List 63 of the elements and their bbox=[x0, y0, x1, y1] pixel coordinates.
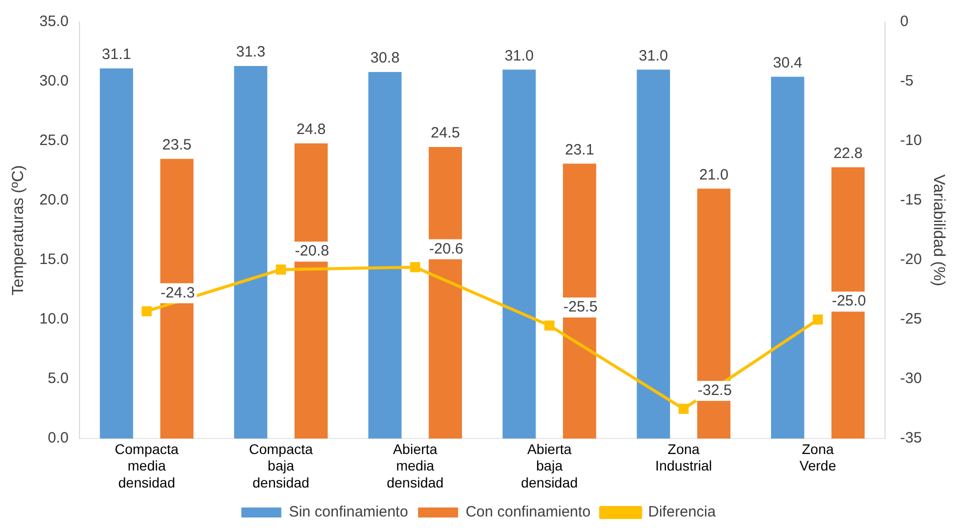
bar bbox=[368, 72, 402, 439]
data-label: 22.8 bbox=[833, 144, 863, 162]
data-label: 30.8 bbox=[370, 50, 400, 67]
y2-tick-label: -15 bbox=[896, 192, 922, 209]
bar bbox=[636, 70, 670, 439]
data-label: 23.1 bbox=[564, 141, 594, 158]
point bbox=[544, 320, 554, 331]
bar bbox=[771, 76, 804, 439]
y2-tick-label: -5 bbox=[896, 72, 914, 90]
x-tick-label: Compacta media densidad bbox=[114, 440, 179, 490]
data-label: 31.3 bbox=[236, 44, 266, 61]
point bbox=[678, 404, 689, 414]
y-tick-label: 35.0 bbox=[35, 13, 69, 30]
y2-tick-label: -35 bbox=[896, 430, 922, 447]
x-tick-label: Zona Verde bbox=[800, 440, 836, 474]
bar bbox=[562, 164, 596, 439]
x-tick-label: Abierta baja densidad bbox=[520, 440, 578, 490]
y-axis-title: Temperaturas (ºC) bbox=[10, 165, 28, 296]
point bbox=[142, 306, 152, 316]
legend-label: Sin confinamiento bbox=[288, 504, 408, 521]
legend-label: Con confinamiento bbox=[466, 504, 591, 521]
data-label: 31.1 bbox=[102, 46, 132, 64]
bar bbox=[428, 146, 462, 439]
y-tick-label: 20.0 bbox=[35, 192, 69, 209]
data-label: -32.5 bbox=[698, 382, 732, 399]
data-label: 30.4 bbox=[773, 54, 802, 72]
data-label: -20.6 bbox=[429, 240, 464, 258]
data-label: 21.0 bbox=[699, 166, 728, 184]
bar bbox=[831, 167, 865, 439]
y2-tick-label: 0 bbox=[896, 13, 908, 30]
data-label: 31.0 bbox=[638, 47, 668, 64]
y2-tick-label: -30 bbox=[896, 370, 922, 388]
legend-label: Diferencia bbox=[648, 504, 716, 521]
y2-tick-label: -20 bbox=[896, 251, 922, 268]
y-tick-label: 10.0 bbox=[35, 310, 69, 328]
y2-axis-title: Variabilidad (%) bbox=[930, 174, 947, 286]
point bbox=[410, 262, 420, 272]
data-label: -24.3 bbox=[160, 284, 195, 302]
data-label: -25.5 bbox=[563, 298, 598, 316]
data-label: 24.5 bbox=[430, 124, 460, 142]
y-tick-label: 25.0 bbox=[35, 132, 69, 150]
bar bbox=[160, 158, 194, 439]
data-label: -25.0 bbox=[832, 292, 866, 310]
x-tick-label: Compacta baja densidad bbox=[249, 440, 314, 490]
y-tick-label: 5.0 bbox=[44, 370, 69, 388]
data-label: 24.8 bbox=[296, 121, 326, 138]
x-tick-label: Abierta media densidad bbox=[386, 440, 444, 490]
y-tick-label: 15.0 bbox=[35, 251, 69, 268]
point bbox=[276, 264, 286, 275]
data-label: 23.5 bbox=[162, 136, 192, 154]
data-label: -20.8 bbox=[294, 242, 330, 260]
bar bbox=[234, 66, 268, 439]
bar bbox=[697, 188, 730, 439]
y2-tick-label: -10 bbox=[896, 132, 922, 150]
bar bbox=[502, 70, 536, 439]
y-tick-label: 30.0 bbox=[35, 72, 69, 90]
y2-tick-label: -25 bbox=[896, 310, 922, 328]
data-label: 31.0 bbox=[504, 47, 534, 64]
point bbox=[812, 314, 823, 325]
bar bbox=[294, 143, 328, 439]
x-tick-label: Zona Industrial bbox=[655, 440, 712, 474]
bar bbox=[100, 68, 134, 439]
y-tick-label: 0.0 bbox=[44, 430, 69, 447]
